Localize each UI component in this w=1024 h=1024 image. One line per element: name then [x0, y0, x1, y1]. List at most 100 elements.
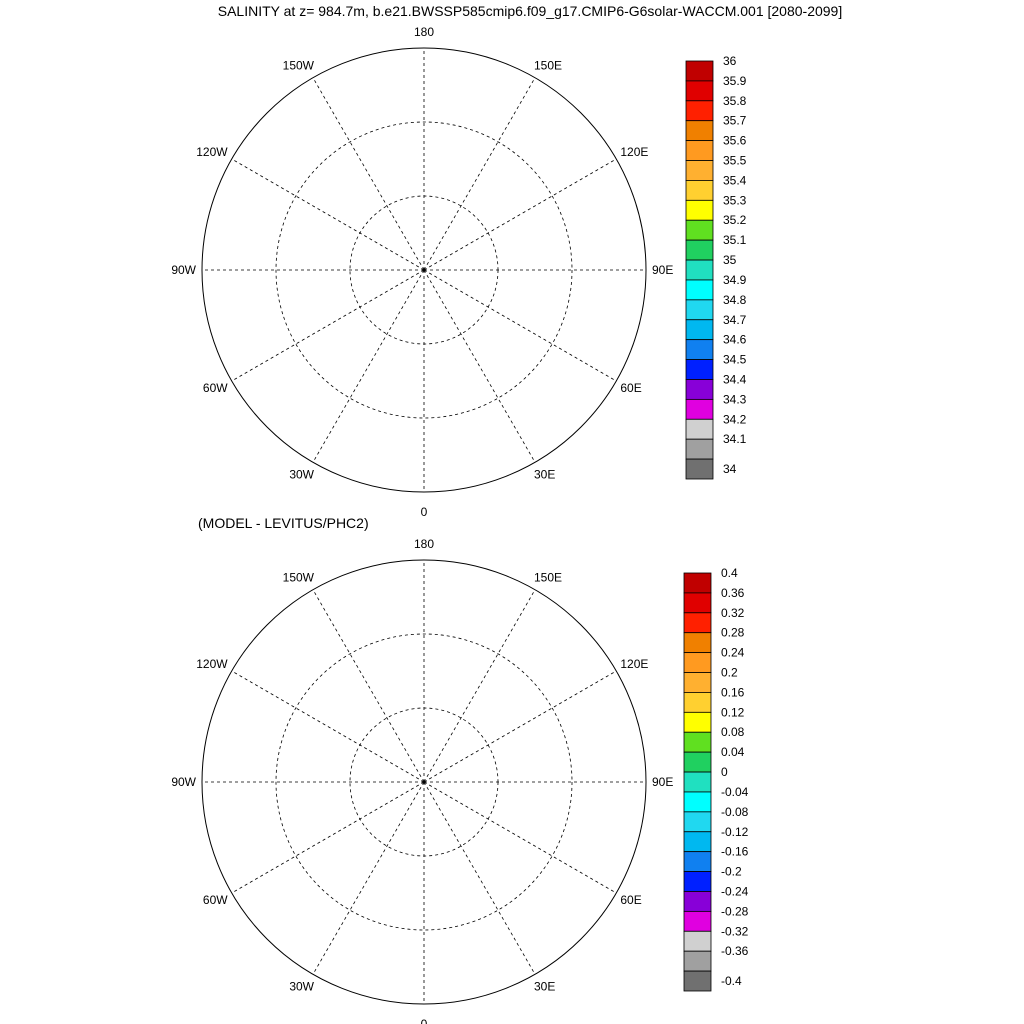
colorbar-swatch [685, 60, 714, 82]
field-region-labrador-core [239, 378, 256, 398]
meridian-line [231, 158, 425, 271]
colorbar-swatch [683, 831, 712, 853]
meridian-line [312, 269, 425, 463]
colorbar-swatch [685, 299, 714, 321]
meridian-line [423, 77, 536, 271]
longitude-label-120e: 120E [620, 657, 648, 671]
colorbar-label: 34.9 [723, 273, 747, 287]
longitude-label-180: 180 [414, 25, 434, 39]
colorbar-label: -0.08 [721, 805, 749, 819]
coastline [484, 922, 554, 982]
coastline [484, 410, 554, 470]
colorbar-swatch [685, 418, 714, 440]
longitude-label-30w: 30W [289, 467, 314, 481]
longitude-label-90e: 90E [652, 263, 673, 277]
longitude-label-60e: 60E [620, 381, 641, 395]
colorbar-label: 35.7 [723, 114, 747, 128]
colorbar-swatch [683, 751, 712, 773]
colorbar-label: 34.8 [723, 293, 747, 307]
colorbar-swatch [683, 891, 712, 912]
colorbar-swatch [683, 572, 712, 594]
colorbar-swatch [685, 259, 714, 281]
colorbar-label: 35.1 [723, 233, 747, 247]
colorbar-swatch [683, 632, 712, 654]
colorbar-swatch [685, 219, 714, 241]
longitude-label-120w: 120W [196, 657, 228, 671]
colorbar-label: 34.3 [723, 392, 747, 406]
longitude-label-150w: 150W [283, 59, 315, 73]
meridian-line [423, 269, 617, 382]
difference-colorbar: 0.4 0.36 0.32 0.28 0.24 0.2 0.16 0.12 0.08 0.04 0 -… [683, 566, 749, 992]
colorbar-label: -0.24 [721, 884, 749, 898]
colorbar-label: 34.1 [723, 432, 747, 446]
field-region-irminger-sea [279, 938, 332, 968]
meridian-line [423, 269, 536, 463]
longitude-label-0: 0 [421, 505, 428, 519]
longitude-label-150w: 150W [283, 571, 315, 585]
colorbar-swatch [685, 80, 714, 102]
graticule [202, 48, 646, 492]
colorbar-swatch [683, 771, 712, 793]
meridian-line [231, 670, 425, 783]
longitude-label-30w: 30W [289, 979, 314, 993]
colorbar-label: 0.36 [721, 586, 745, 600]
meridian-line [423, 158, 617, 271]
colorbar-label: 35 [723, 253, 737, 267]
coastline [224, 682, 324, 802]
colorbar-label: 35.5 [723, 154, 747, 168]
longitude-label-30e: 30E [534, 979, 555, 993]
coastline [364, 390, 414, 440]
colorbar-swatch [685, 398, 714, 420]
colorbar-swatch [683, 930, 712, 952]
colorbar-swatch [685, 339, 714, 360]
meridian-line [423, 781, 617, 894]
colorbar-swatch [683, 612, 712, 634]
colorbar-swatch [685, 120, 714, 142]
longitude-label-150e: 150E [534, 59, 562, 73]
colorbar-label: 35.3 [723, 193, 747, 207]
colorbar-label: 34.2 [723, 412, 747, 426]
colorbar-label: 0.08 [721, 725, 745, 739]
field-region-fram-strait [410, 830, 444, 884]
colorbar-swatch [685, 100, 714, 122]
colorbar-label: -0.2 [721, 865, 742, 879]
field-region-baffin-bay [292, 818, 314, 848]
longitude-label-60w: 60W [203, 893, 228, 907]
colorbar-label: -0.16 [721, 845, 749, 859]
longitude-label-90w: 90W [171, 263, 196, 277]
meridian-line [312, 781, 425, 975]
field-region-main-basin [329, 662, 500, 832]
field-region-nordic-seas [362, 366, 468, 474]
colorbar-label: 35.2 [723, 213, 747, 227]
coastline [219, 592, 354, 752]
meridian-line [231, 781, 425, 894]
colorbar-label: 0.32 [721, 606, 745, 620]
longitude-label-120e: 120E [620, 145, 648, 159]
ocean-field [232, 558, 500, 996]
meridian-line [312, 77, 425, 271]
colorbar-label: -0.4 [721, 974, 742, 988]
field-region-fram-strait [410, 320, 444, 372]
colorbar-label: 0.28 [721, 626, 745, 640]
colorbar-label: -0.04 [721, 785, 749, 799]
colorbar-label: -0.36 [721, 944, 749, 958]
longitude-label-90w: 90W [171, 775, 196, 789]
coastline [504, 180, 604, 260]
colorbar-label: 0.04 [721, 745, 745, 759]
colorbar-label: 35.6 [723, 134, 747, 148]
meridian-line [423, 781, 536, 975]
coastline [244, 280, 364, 415]
longitude-label-150e: 150E [534, 571, 562, 585]
colorbar-swatch [685, 180, 714, 201]
colorbar-label: 0.4 [721, 566, 738, 580]
colorbar-swatch [685, 438, 714, 460]
colorbar-swatch [685, 458, 714, 480]
colorbar-label: 35.8 [723, 94, 747, 108]
coastline [464, 330, 584, 430]
colorbar-label: 0 [721, 765, 728, 779]
colorbar-swatch [683, 731, 712, 753]
meridian-line [231, 269, 425, 382]
coastline [504, 692, 604, 772]
meridian-line [423, 670, 617, 783]
